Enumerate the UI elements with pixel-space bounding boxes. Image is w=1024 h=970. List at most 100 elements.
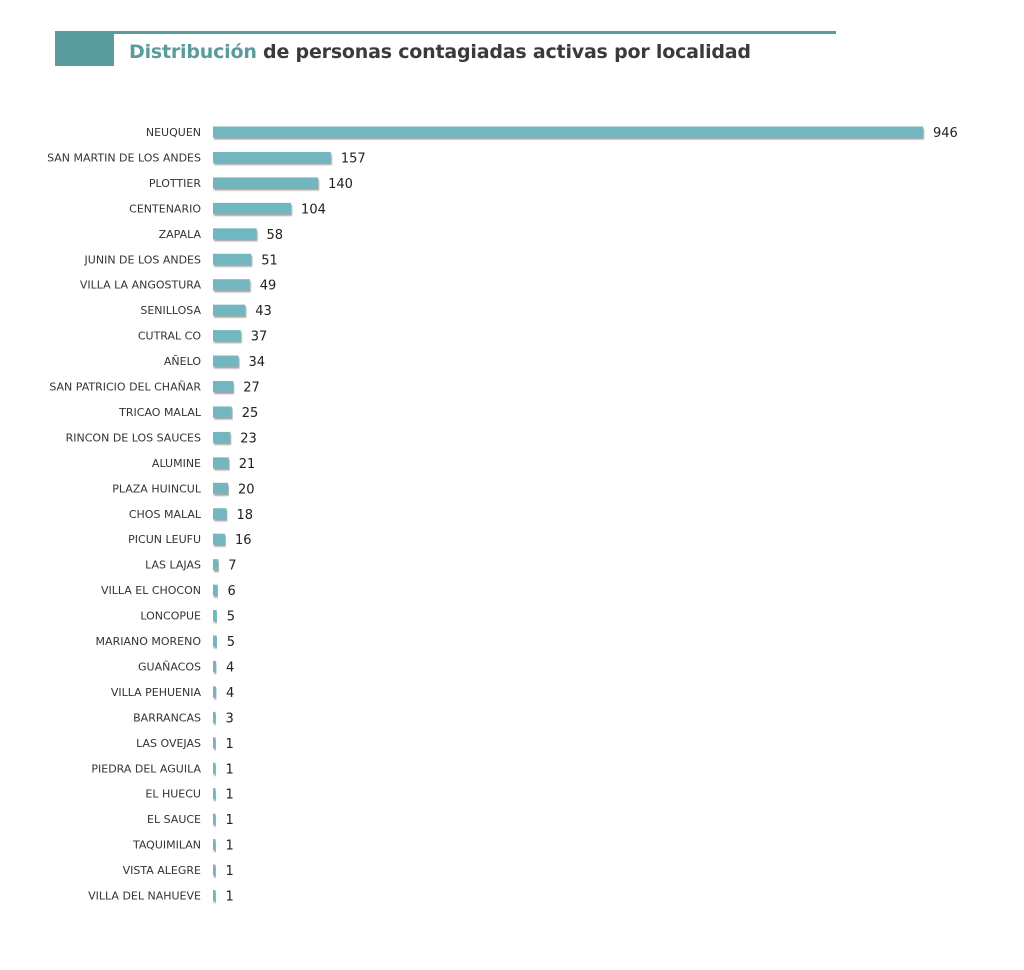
category-label: PLAZA HUINCUL (112, 482, 202, 495)
category-label: VISTA ALEGRE (123, 864, 201, 877)
value-label: 3 (226, 711, 234, 726)
category-label: VILLA DEL NAHUEVE (88, 890, 201, 903)
bar (213, 304, 246, 316)
bar (213, 482, 229, 494)
category-label: ZAPALA (159, 228, 202, 241)
bar (213, 508, 227, 520)
category-label: TRICAO MALAL (118, 406, 202, 419)
value-label: 16 (235, 533, 252, 548)
value-label: 23 (240, 431, 257, 446)
value-label: 157 (341, 151, 366, 166)
category-label: EL SAUCE (147, 813, 201, 826)
bar (213, 711, 216, 723)
category-label: RINCON DE LOS SAUCES (66, 431, 201, 444)
bar (213, 584, 218, 596)
value-label: 27 (243, 381, 260, 396)
value-label: 7 (228, 559, 236, 574)
bar (213, 788, 216, 800)
category-label: LAS OVEJAS (136, 737, 201, 750)
bar (213, 660, 217, 672)
value-label: 18 (237, 508, 254, 523)
category-label: SENILLOSA (140, 304, 201, 317)
category-label: GUAÑACOS (138, 660, 201, 673)
category-label: JUNIN DE LOS ANDES (84, 253, 201, 266)
value-label: 21 (239, 457, 256, 472)
chart-title-rest: de personas contagiadas activas por loca… (256, 41, 751, 63)
value-label: 49 (260, 279, 277, 294)
category-label: MARIANO MORENO (96, 635, 202, 648)
category-label: LONCOPUE (140, 610, 201, 623)
value-label: 4 (226, 660, 234, 675)
bar (213, 839, 216, 851)
bar (213, 610, 217, 622)
category-label: CUTRAL CO (138, 330, 201, 343)
category-label: TAQUIMILAN (132, 839, 201, 852)
category-label: BARRANCAS (133, 711, 201, 724)
chart-title: Distribución de personas contagiadas act… (129, 41, 751, 63)
category-label: PIEDRA DEL AGUILA (91, 762, 201, 775)
value-label: 1 (226, 839, 234, 854)
value-label: 1 (226, 737, 234, 752)
category-label: NEUQUEN (146, 126, 201, 139)
category-label: VILLA LA ANGOSTURA (80, 279, 202, 292)
bar (213, 406, 232, 418)
bar (213, 533, 226, 545)
value-label: 20 (238, 482, 255, 497)
category-label: VILLA PEHUENIA (111, 686, 202, 699)
bar (213, 151, 331, 163)
bar (213, 457, 229, 469)
value-label: 1 (226, 788, 234, 803)
bar (213, 813, 216, 825)
category-label: LAS LAJAS (145, 559, 201, 572)
category-label: AÑELO (164, 355, 201, 368)
bar (213, 330, 241, 342)
category-label: CENTENARIO (129, 202, 201, 215)
value-label: 4 (226, 686, 234, 701)
value-label: 104 (301, 202, 326, 217)
category-label: PLOTTIER (149, 177, 201, 190)
value-label: 140 (328, 177, 353, 192)
category-label: CHOS MALAL (129, 508, 202, 521)
bar (213, 864, 216, 876)
value-label: 34 (249, 355, 266, 370)
bar (213, 279, 250, 291)
category-label: PICUN LEUFU (128, 533, 201, 546)
value-label: 1 (226, 864, 234, 879)
value-label: 25 (242, 406, 259, 421)
bar (213, 126, 923, 138)
bar (213, 177, 319, 189)
value-label: 1 (226, 762, 234, 777)
bar (213, 686, 217, 698)
value-label: 5 (227, 610, 235, 625)
bar (213, 253, 252, 265)
category-label: VILLA EL CHOCON (101, 584, 201, 597)
value-label: 1 (226, 890, 234, 905)
value-label: 946 (933, 126, 958, 141)
header-rule (55, 31, 836, 34)
category-label: SAN MARTIN DE LOS ANDES (47, 151, 201, 164)
value-label: 5 (227, 635, 235, 650)
bar (213, 381, 234, 392)
value-label: 43 (255, 304, 272, 319)
bar (213, 559, 219, 571)
bar (213, 635, 217, 647)
bar (213, 202, 292, 214)
value-label: 1 (226, 813, 234, 828)
category-label: ALUMINE (152, 457, 201, 470)
category-label: EL HUECU (145, 788, 201, 801)
bar (213, 228, 257, 240)
chart-title-accent: Distribución (129, 41, 257, 63)
bar (213, 737, 216, 749)
bar (213, 431, 231, 443)
bar (213, 890, 216, 901)
bar (213, 355, 239, 367)
bar (213, 762, 216, 774)
value-label: 51 (261, 253, 278, 268)
header-accent-block (55, 34, 114, 66)
value-label: 37 (251, 330, 268, 345)
value-label: 58 (267, 228, 284, 243)
category-label: SAN PATRICIO DEL CHAÑAR (49, 381, 201, 394)
value-label: 6 (228, 584, 236, 599)
